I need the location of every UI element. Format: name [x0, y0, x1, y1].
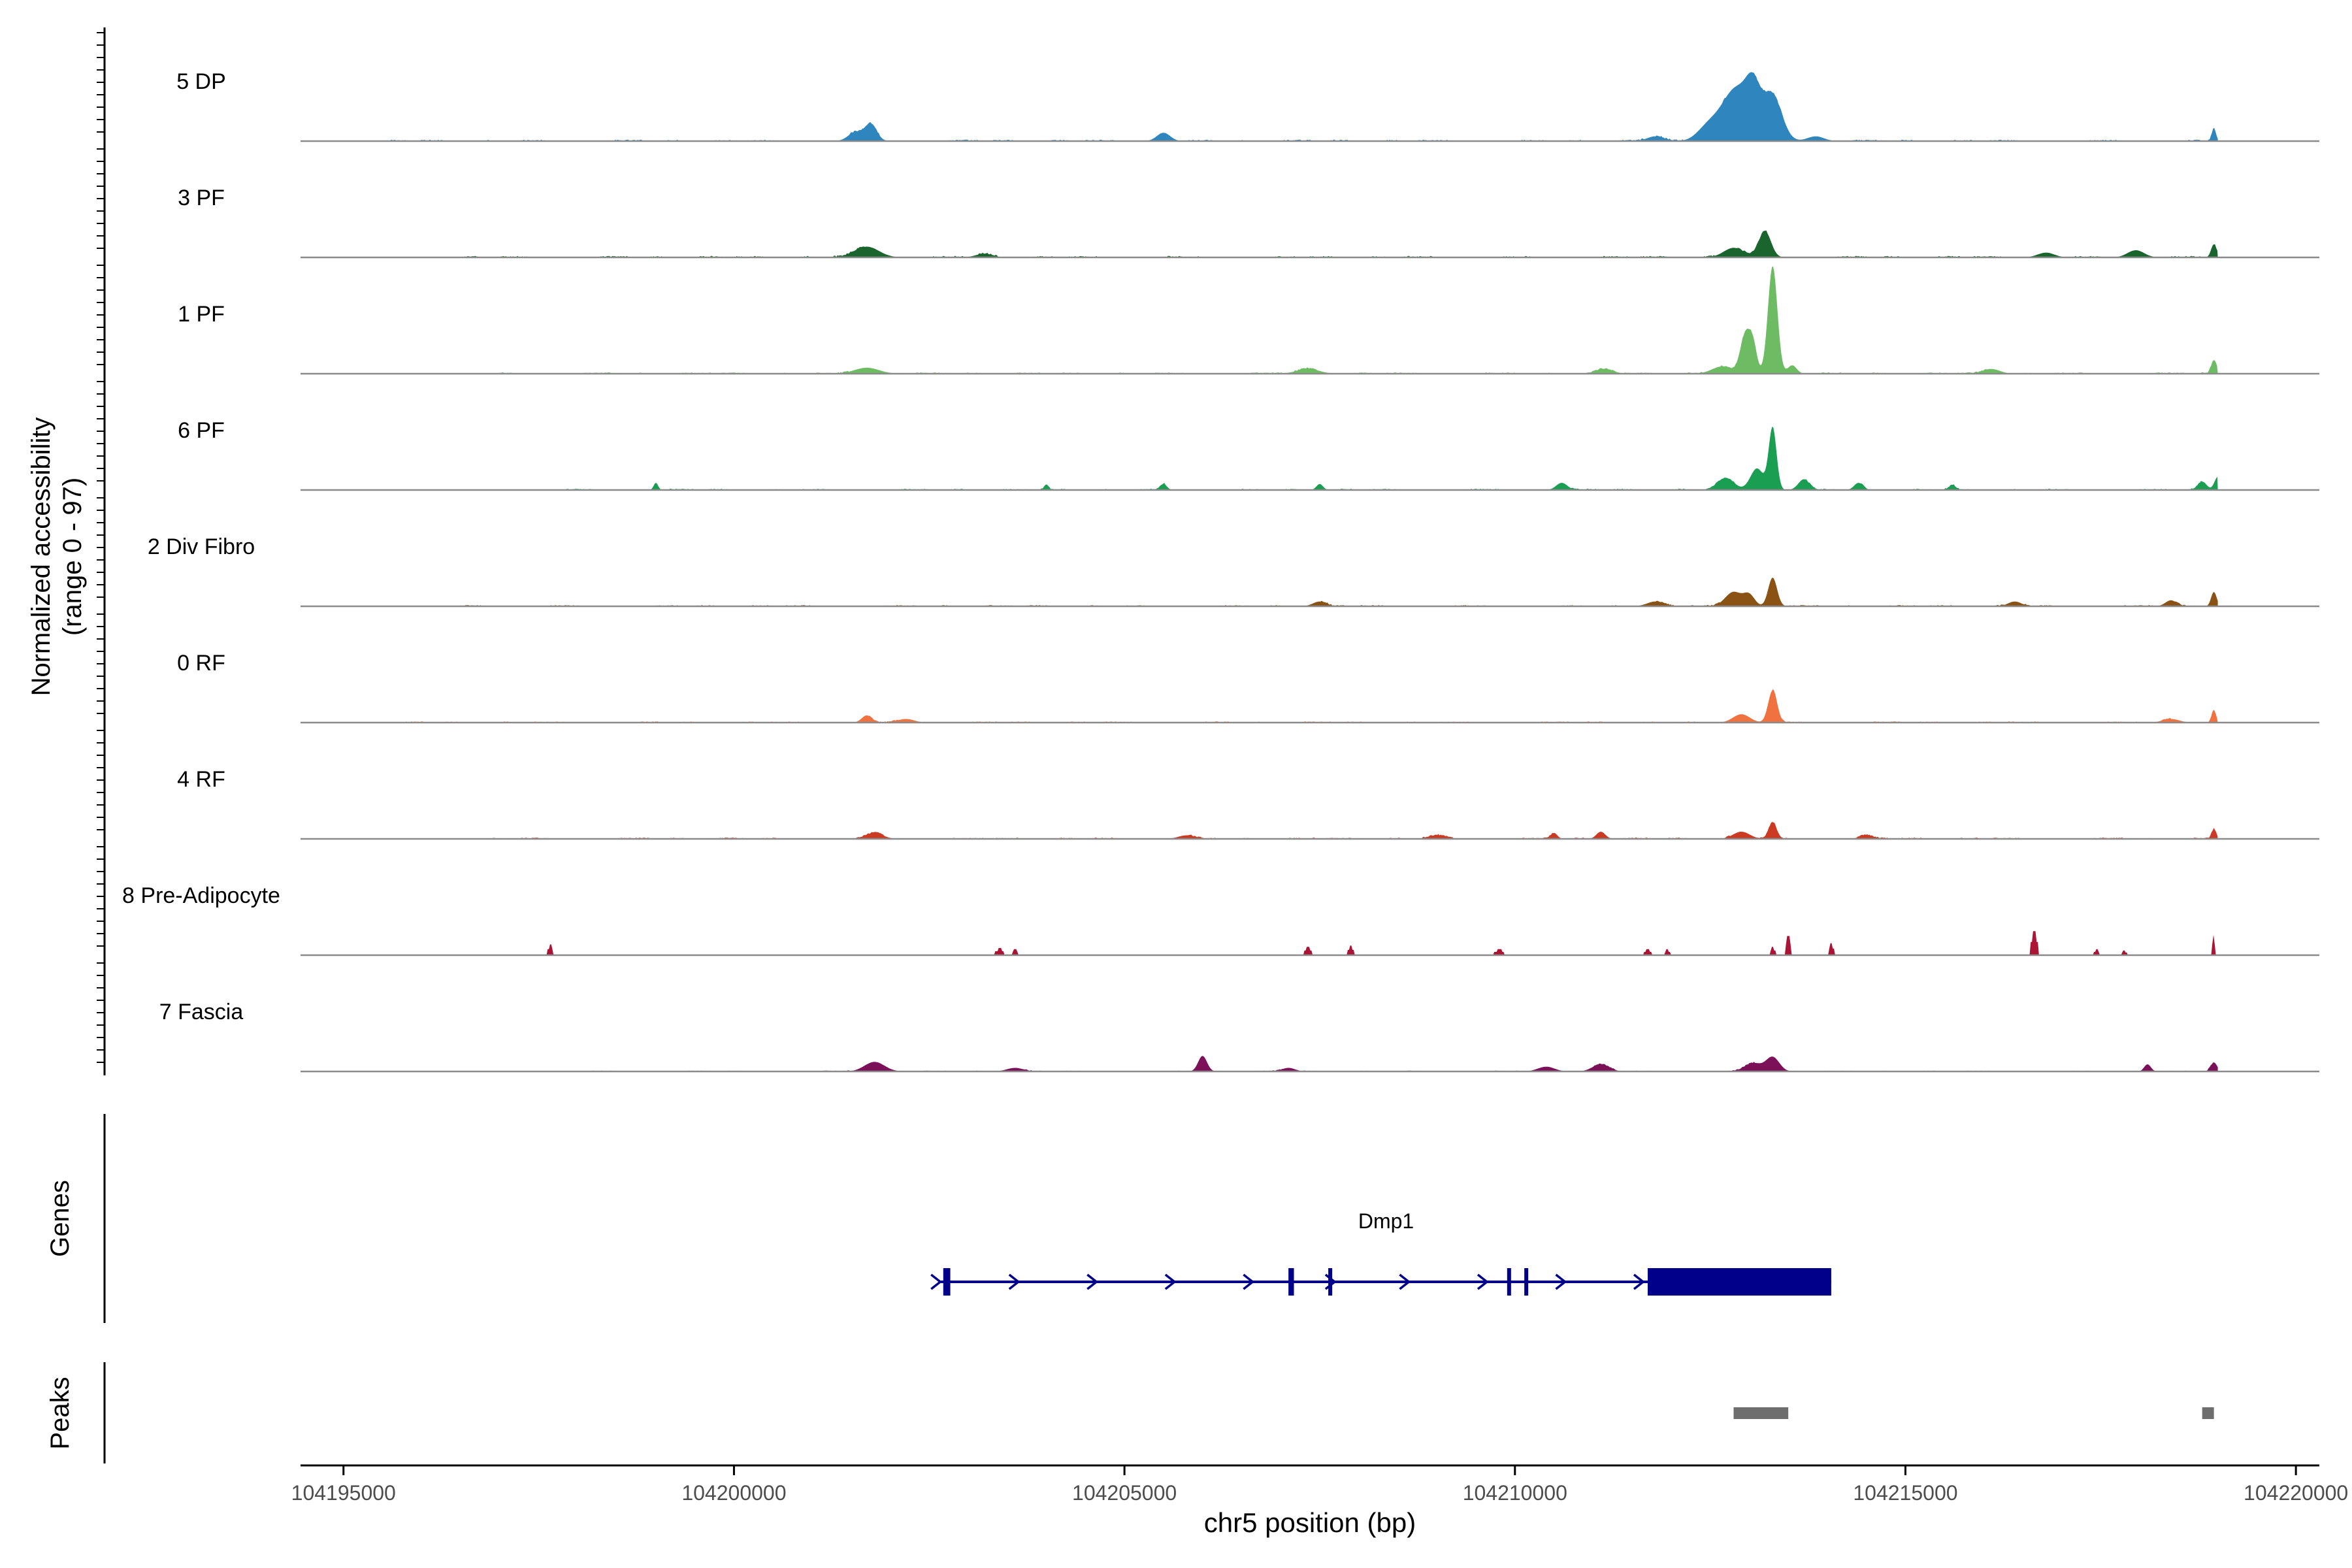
strand-chevron [1555, 1273, 1567, 1290]
track-5-dp: 5 DP [176, 69, 2319, 142]
genes-panel-label: Genes [46, 1180, 74, 1257]
x-tick-label: 104220000 [2244, 1481, 2348, 1505]
strand-chevron [1243, 1273, 1255, 1290]
track-0-rf: 0 RF [177, 651, 2319, 724]
peak-region [2202, 1407, 2214, 1419]
strand-chevron [1477, 1273, 1489, 1290]
x-tick-label: 104205000 [1072, 1481, 1177, 1505]
peaks-panel-label: Peaks [46, 1377, 74, 1449]
coverage-tracks: 5 DP 3 PF 1 PF 6 PF 2 Div Fibro 0 RF 4 RF 8 Pre… [122, 69, 2319, 1073]
track-3-pf: 3 PF [178, 186, 2319, 259]
x-axis-label: chr5 position (bp) [1204, 1507, 1416, 1538]
strand-chevron [930, 1273, 943, 1290]
y-axis-label-line-1: Normalized accessibility [27, 417, 56, 696]
strand-chevron [1633, 1273, 1645, 1290]
coverage-area [531, 1056, 2218, 1071]
peaks-panel [103, 1362, 2214, 1463]
x-tick-label: 104200000 [681, 1481, 786, 1505]
track-label: 4 RF [177, 767, 225, 792]
track-8-pre-adipocyte: 8 Pre-Adipocyte [122, 883, 2319, 956]
exon [1288, 1268, 1294, 1296]
track-label: 0 RF [177, 651, 225, 676]
x-tick-label: 104210000 [1463, 1481, 1567, 1505]
track-label: 6 PF [178, 418, 225, 443]
track-4-rf: 4 RF [177, 767, 2319, 840]
track-label: 1 PF [178, 302, 225, 327]
coverage-area [390, 72, 2218, 141]
track-6-pf: 6 PF [178, 418, 2319, 491]
track-1-pf: 1 PF [178, 266, 2319, 375]
gene-dmp1: Dmp1 [930, 1209, 1831, 1296]
track-label: 2 Div Fibro [148, 534, 255, 559]
exon [1328, 1268, 1333, 1296]
strand-chevron [1399, 1273, 1411, 1290]
peak-region [1733, 1407, 1789, 1419]
gene-annotation-panel: Dmp1 [103, 1114, 1831, 1323]
x-tick-label: 104215000 [1853, 1481, 1957, 1505]
exon [943, 1268, 951, 1296]
y-axis-label-line-2: (range 0 - 97) [58, 478, 87, 636]
exon [1524, 1268, 1529, 1296]
track-label: 7 Fascia [159, 1000, 244, 1024]
strand-chevron [1164, 1273, 1177, 1290]
x-axis: 104195000 104200000 104205000 104210000 1042… [291, 1464, 2348, 1505]
track-label: 3 PF [178, 186, 225, 210]
track-2-div-fibro: 2 Div Fibro [148, 534, 2319, 608]
coverage-area [445, 230, 2218, 257]
gene-name: Dmp1 [1358, 1209, 1414, 1233]
coverage-area [499, 931, 2218, 955]
x-tick-label: 104195000 [291, 1481, 396, 1505]
coverage-area [461, 578, 2218, 606]
exon [1647, 1268, 1831, 1296]
track-label: 5 DP [176, 69, 226, 94]
coverage-y-axis [97, 27, 106, 1075]
strand-chevron [1008, 1273, 1021, 1290]
exon [1507, 1268, 1511, 1296]
strand-chevron [1086, 1273, 1099, 1290]
track-7-fascia: 7 Fascia [159, 1000, 2319, 1073]
track-label: 8 Pre-Adipocyte [122, 883, 280, 908]
